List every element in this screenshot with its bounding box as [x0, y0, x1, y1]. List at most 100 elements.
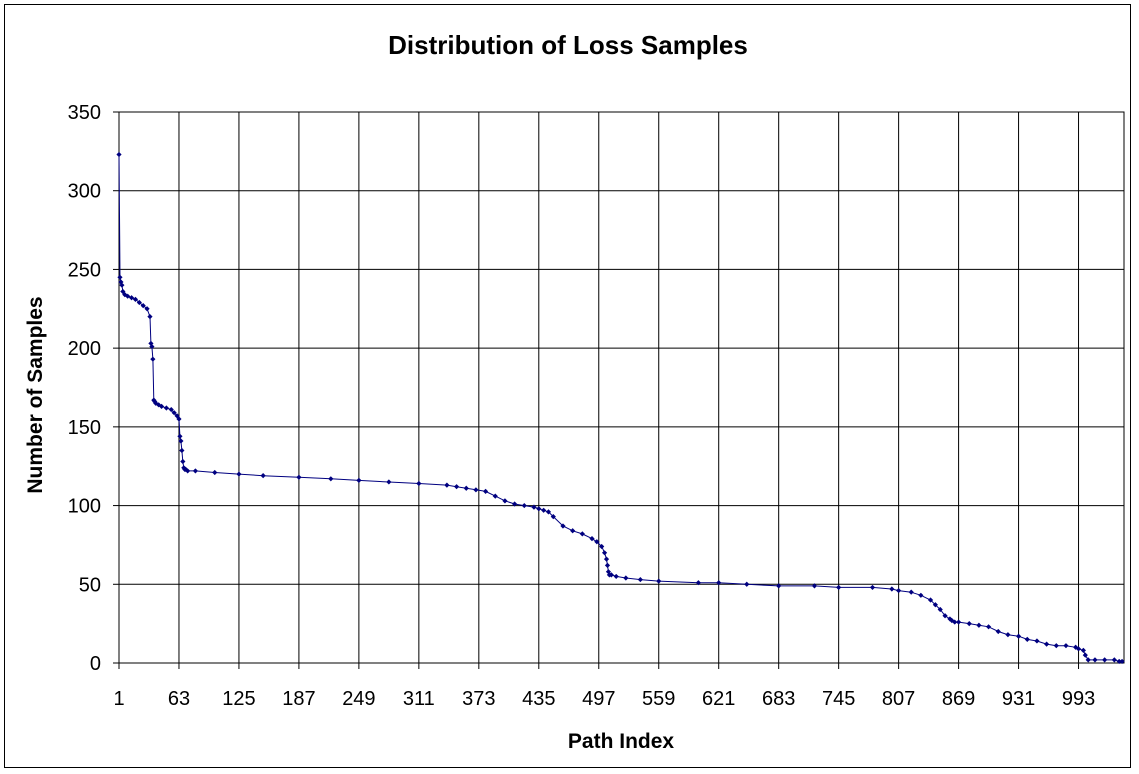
- chart-title: Distribution of Loss Samples: [388, 30, 748, 60]
- data-point: [695, 580, 701, 586]
- data-point: [896, 587, 902, 594]
- data-point: [136, 299, 142, 306]
- data-point: [995, 628, 1001, 635]
- data-point: [117, 274, 123, 280]
- grid-lines: [113, 111, 1124, 669]
- data-point: [613, 573, 619, 580]
- data-point: [482, 488, 489, 495]
- data-point: [212, 469, 218, 476]
- data-point: [1092, 657, 1098, 663]
- y-tick-label: 0: [90, 653, 101, 675]
- x-tick-label: 1: [113, 688, 124, 710]
- data-point: [955, 619, 962, 625]
- data-point: [942, 613, 948, 619]
- data-point: [171, 410, 177, 416]
- data-point: [889, 586, 895, 592]
- data-point: [521, 502, 527, 509]
- data-point: [177, 433, 183, 439]
- data-point: [386, 479, 392, 485]
- data-point: [869, 584, 876, 591]
- data-point: [949, 617, 955, 624]
- data-point: [512, 501, 518, 507]
- data-point: [541, 507, 547, 513]
- data-point: [150, 356, 156, 362]
- x-tick-label: 497: [582, 688, 615, 710]
- data-point: [444, 482, 450, 488]
- data-point: [601, 550, 608, 556]
- data-point: [163, 405, 169, 411]
- data-point: [623, 575, 629, 581]
- y-tick-label: 50: [79, 574, 101, 596]
- data-point: [836, 584, 842, 591]
- x-tick-label: 993: [1062, 688, 1095, 710]
- data-point: [1080, 647, 1086, 654]
- x-tick-label: 683: [762, 688, 795, 710]
- data-point: [594, 539, 600, 545]
- x-tick-label: 869: [942, 688, 975, 710]
- data-point: [1024, 636, 1030, 642]
- data-point: [579, 531, 585, 537]
- data-point: [192, 468, 199, 474]
- x-tick-label: 311: [403, 688, 435, 710]
- data-point: [356, 477, 362, 483]
- x-tick-label: 559: [642, 688, 675, 710]
- data-point: [1063, 643, 1069, 649]
- data-point: [545, 509, 552, 515]
- data-point: [149, 343, 155, 350]
- data-point: [185, 468, 191, 474]
- data-point: [502, 498, 508, 504]
- data-point: [952, 619, 958, 625]
- y-tick-label: 150: [68, 417, 101, 439]
- data-point: [140, 303, 146, 309]
- data-point: [1082, 652, 1088, 658]
- data-point: [236, 471, 242, 477]
- data-point: [603, 556, 610, 562]
- data-point: [536, 506, 542, 512]
- x-tick-label: 435: [522, 688, 555, 710]
- data-point: [178, 438, 184, 444]
- data-point: [147, 314, 153, 320]
- x-tick-label: 621: [702, 688, 735, 710]
- y-axis-title: Number of Samples: [24, 296, 47, 493]
- data-point: [1015, 633, 1022, 639]
- data-point: [570, 528, 576, 534]
- data-point: [947, 616, 953, 622]
- data-point: [1005, 632, 1011, 638]
- data-point: [179, 447, 185, 454]
- x-axis-title: Path Index: [568, 730, 675, 753]
- data-point: [180, 458, 186, 465]
- y-tick-label: 100: [68, 496, 101, 518]
- data-point: [776, 583, 782, 589]
- data-point: [1102, 657, 1108, 663]
- data-point: [1053, 643, 1059, 649]
- data-point: [118, 279, 124, 285]
- data-point: [531, 504, 537, 510]
- data-point: [550, 513, 556, 520]
- data-point: [966, 621, 972, 627]
- data-point: [811, 583, 818, 589]
- y-tick-label: 300: [68, 181, 101, 203]
- y-tick-label: 350: [68, 102, 101, 124]
- data-point: [932, 602, 938, 608]
- x-tick-label: 373: [462, 688, 495, 710]
- data-point: [1085, 657, 1091, 663]
- data-point: [492, 493, 498, 499]
- x-axis-ticks: 1 63 125 187 249 311 373 435 497 559 621 683 745 807 8…: [113, 688, 1095, 710]
- data-point: [560, 523, 566, 529]
- x-tick-label: 745: [822, 688, 855, 710]
- data-point: [416, 480, 422, 487]
- x-tick-label: 63: [168, 688, 190, 710]
- data-point: [128, 295, 135, 301]
- data-point: [1044, 641, 1050, 647]
- y-axis-ticks: 0 50 100 150 200 250 300 350: [68, 102, 101, 675]
- data-point: [927, 597, 934, 603]
- x-tick-label: 187: [282, 688, 315, 710]
- data-point: [976, 622, 982, 628]
- plot-area: [118, 111, 1125, 664]
- data-point: [744, 581, 750, 587]
- x-tick-label: 807: [882, 688, 915, 710]
- data-point: [328, 476, 334, 482]
- data-point: [1034, 638, 1040, 644]
- series-points: [116, 151, 1125, 665]
- data-point: [716, 580, 722, 586]
